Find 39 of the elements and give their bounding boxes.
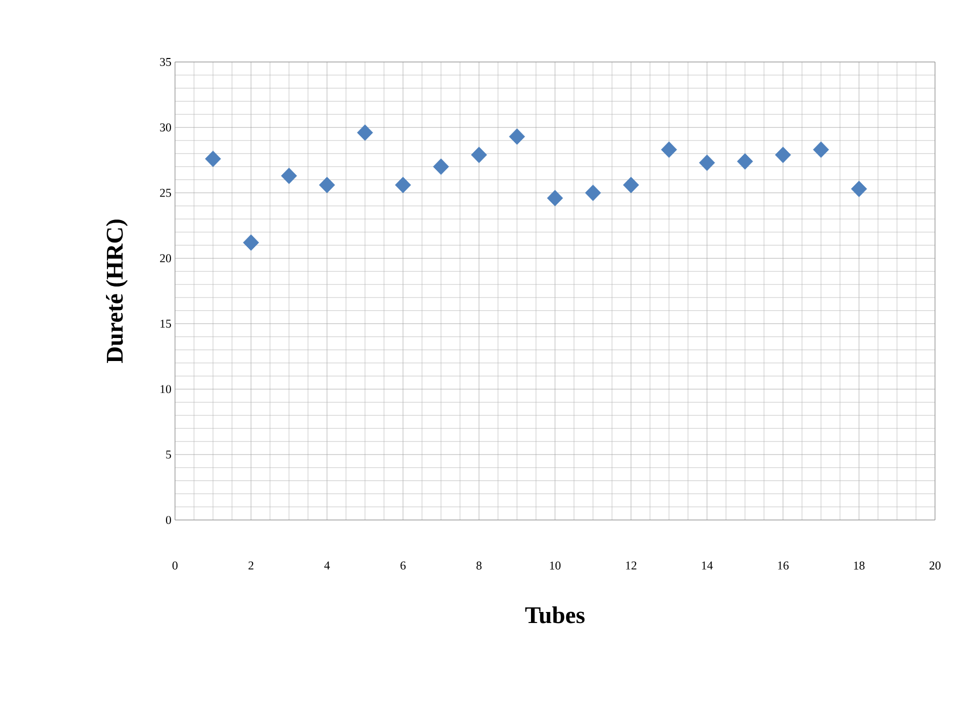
x-tick-label: 10	[550, 562, 561, 570]
point	[699, 154, 716, 171]
x-tick-label: 20	[930, 562, 941, 570]
point	[433, 158, 450, 175]
point	[547, 190, 564, 206]
point	[319, 176, 336, 194]
point	[737, 153, 754, 170]
y-tick-label: 20	[160, 254, 172, 262]
x-tick-label: 8	[476, 562, 482, 570]
y-tick-label: 25	[160, 188, 172, 197]
point	[281, 168, 298, 184]
x-tick-label: 14	[702, 562, 713, 570]
x-tick-label: 0	[172, 562, 178, 570]
point	[851, 180, 868, 198]
y-axis-title: Dureté (HRC)	[106, 220, 128, 364]
x-tick-label: 2	[248, 562, 254, 570]
point	[509, 128, 526, 145]
y-tick-label: 5	[166, 450, 172, 459]
point	[813, 141, 830, 158]
x-tick-label: 4	[324, 562, 330, 570]
point	[661, 141, 678, 158]
point	[395, 176, 412, 194]
y-tick-label: 15	[160, 320, 172, 328]
x-tick-label: 16	[778, 562, 789, 570]
y-tick-label: 35	[160, 58, 172, 66]
point	[205, 150, 222, 168]
point	[775, 146, 792, 164]
x-axis-title: Tubes	[525, 606, 585, 624]
x-tick-label: 18	[854, 562, 865, 570]
point	[243, 234, 260, 251]
point	[357, 124, 374, 141]
point	[585, 184, 602, 202]
x-tick-label: 6	[400, 562, 406, 570]
point	[623, 176, 640, 194]
y-tick-label: 0	[166, 516, 172, 524]
y-tick-label: 30	[160, 123, 172, 132]
x-tick-label: 12	[626, 562, 636, 570]
y-tick-label: 10	[160, 385, 172, 394]
point	[471, 146, 488, 164]
